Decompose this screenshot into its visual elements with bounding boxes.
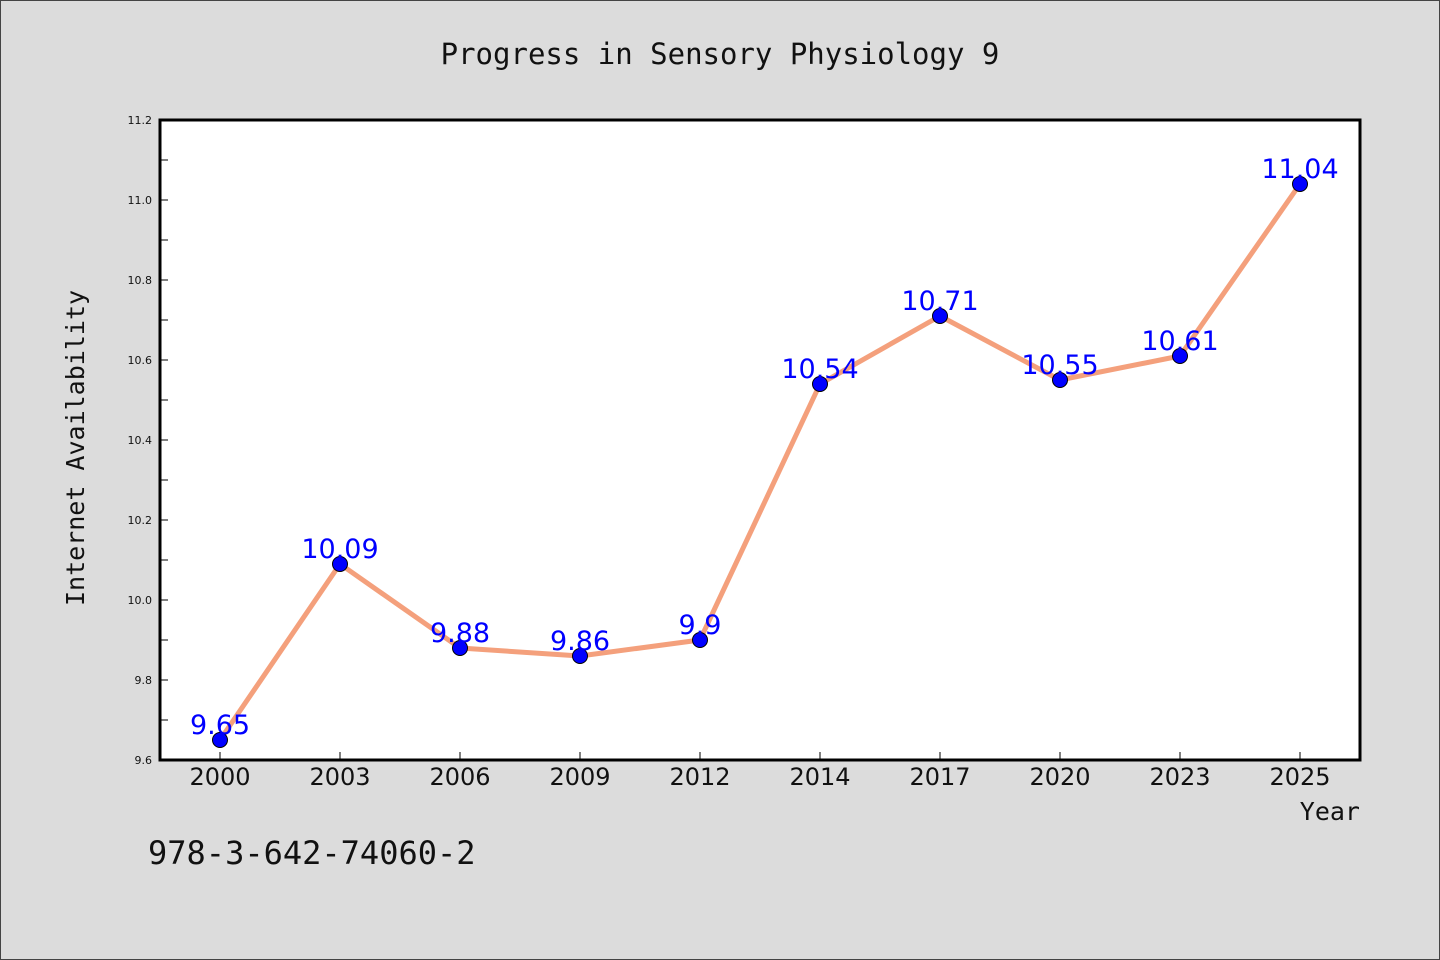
y-tick-label: 10.0 (128, 594, 153, 607)
y-tick-label: 9.8 (135, 674, 153, 687)
data-point (692, 632, 708, 648)
plot-area (158, 118, 1362, 762)
y-tick-label: 10.2 (128, 514, 153, 527)
isbn-text: 978-3-642-74060-2 (148, 834, 476, 872)
x-tick-label: 2017 (909, 763, 970, 791)
x-tick-label: 2023 (1149, 763, 1210, 791)
series-line (217, 181, 1303, 743)
x-tick-label: 2014 (789, 763, 850, 791)
y-tick-label: 10.6 (128, 354, 153, 367)
data-label: 11.04 (1261, 154, 1338, 185)
data-labels: 9.65 10.09 9.88 9.86 9.9 10.54 10.71 10.55 10.61… (190, 154, 1339, 741)
data-point (1172, 348, 1188, 364)
data-label: 10.54 (781, 354, 858, 385)
y-tick-label: 11.0 (128, 194, 153, 207)
x-tick-label: 2003 (309, 763, 370, 791)
data-point (812, 376, 828, 392)
chart-title: Progress in Sensory Physiology 9 (441, 37, 1000, 71)
y-axis-label: Internet Availability (61, 290, 90, 606)
data-point (932, 308, 948, 324)
x-tick-label: 2006 (429, 763, 490, 791)
y-tick-label: 10.8 (128, 274, 153, 287)
data-label: 9.88 (430, 618, 490, 649)
x-axis: 2000 2003 2006 2009 2012 2014 2017 2020 2023 2025 (189, 752, 1331, 791)
x-tick-label: 2020 (1029, 763, 1090, 791)
y-tick-label: 10.4 (128, 434, 153, 447)
data-point (332, 556, 348, 572)
data-point (452, 640, 468, 656)
data-label: 9.65 (190, 710, 250, 741)
data-label: 10.55 (1021, 350, 1098, 381)
data-label: 10.61 (1141, 326, 1218, 357)
data-point (212, 732, 228, 748)
data-point (1052, 372, 1068, 388)
x-tick-label: 2009 (549, 763, 610, 791)
data-label: 10.71 (901, 286, 978, 317)
data-point (572, 648, 588, 664)
x-axis-label: Year (1300, 797, 1360, 826)
data-label: 9.86 (550, 626, 610, 657)
data-label: 9.9 (679, 610, 722, 641)
data-label: 10.09 (301, 534, 378, 565)
y-tick-label: 11.2 (128, 114, 153, 127)
x-tick-label: 2025 (1269, 763, 1330, 791)
y-tick-label: 9.6 (135, 754, 153, 767)
data-markers (212, 176, 1308, 748)
data-point (1292, 176, 1308, 192)
x-tick-label: 2012 (669, 763, 730, 791)
x-tick-label: 2000 (189, 763, 250, 791)
y-axis: 9.6 9.8 10.0 10.2 10.4 10.6 10.8 11.0 11.2 (128, 114, 168, 767)
